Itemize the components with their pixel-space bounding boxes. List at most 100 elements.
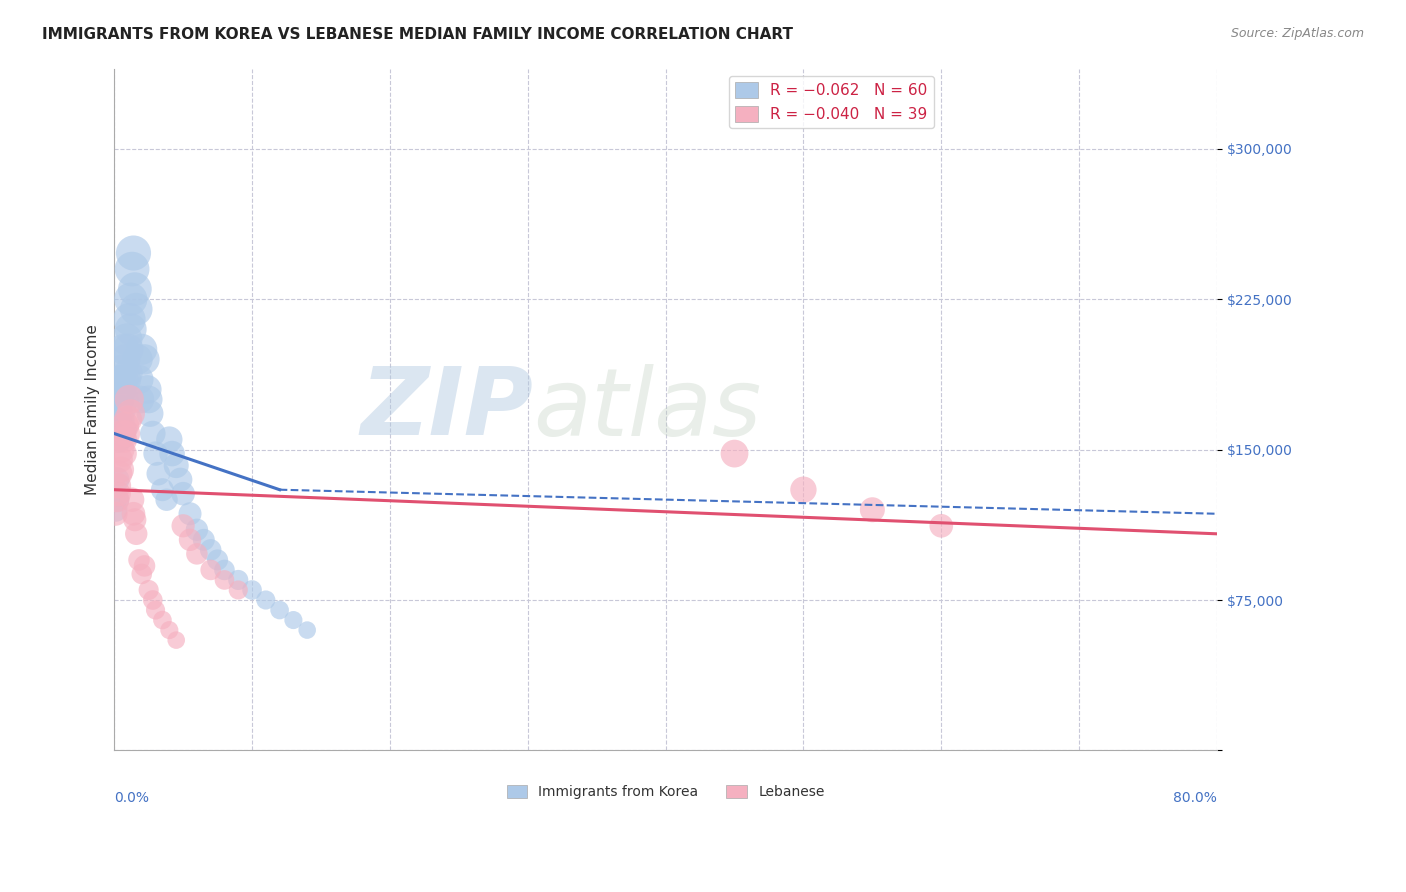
Point: [112, 372, 135, 386]
Point: [122, 507, 145, 521]
Point: [115, 426, 138, 441]
Point: [114, 418, 136, 433]
Point: [295, 623, 318, 637]
Text: 0.0%: 0.0%: [114, 791, 149, 805]
Point: [142, 426, 165, 441]
Point: [111, 362, 134, 376]
Point: [283, 613, 305, 627]
Point: [118, 312, 141, 326]
Point: [110, 442, 132, 457]
Legend: R = −0.062   N = 60, R = −0.040   N = 39: R = −0.062 N = 60, R = −0.040 N = 39: [730, 76, 934, 128]
Point: [226, 582, 249, 597]
Point: [160, 447, 183, 461]
Point: [108, 467, 131, 481]
Point: [172, 486, 194, 500]
Point: [110, 392, 132, 407]
Point: [129, 392, 152, 407]
Point: [114, 392, 136, 407]
Point: [179, 533, 201, 547]
Point: [226, 573, 249, 587]
Point: [157, 623, 180, 637]
Point: [114, 352, 136, 367]
Point: [107, 478, 129, 492]
Point: [105, 492, 128, 507]
Y-axis label: Median Family Income: Median Family Income: [86, 324, 100, 495]
Point: [115, 332, 138, 346]
Point: [111, 383, 134, 397]
Point: [121, 262, 143, 277]
Point: [929, 518, 952, 533]
Point: [186, 547, 208, 561]
Point: [117, 343, 139, 357]
Point: [107, 486, 129, 500]
Point: [107, 433, 129, 447]
Point: [125, 526, 148, 541]
Point: [117, 367, 139, 381]
Point: [165, 633, 187, 648]
Point: [112, 343, 135, 357]
Text: ZIP: ZIP: [360, 363, 533, 456]
Point: [200, 542, 222, 557]
Point: [269, 603, 291, 617]
Point: [139, 407, 162, 421]
Point: [105, 473, 128, 487]
Point: [240, 582, 263, 597]
Point: [136, 383, 159, 397]
Point: [127, 352, 149, 367]
Point: [145, 447, 167, 461]
Point: [112, 423, 135, 437]
Point: [179, 507, 201, 521]
Point: [120, 322, 142, 336]
Point: [118, 392, 141, 407]
Point: [131, 566, 153, 581]
Point: [111, 426, 134, 441]
Point: [134, 558, 156, 573]
Point: [152, 483, 174, 497]
Point: [108, 452, 131, 467]
Point: [124, 513, 146, 527]
Point: [860, 502, 883, 516]
Text: Source: ZipAtlas.com: Source: ZipAtlas.com: [1230, 27, 1364, 40]
Point: [254, 593, 277, 607]
Point: [125, 302, 148, 317]
Point: [107, 412, 129, 426]
Point: [200, 563, 222, 577]
Point: [117, 412, 139, 426]
Point: [134, 352, 156, 367]
Point: [112, 447, 135, 461]
Point: [108, 407, 131, 421]
Point: [723, 447, 745, 461]
Point: [108, 426, 131, 441]
Text: 80.0%: 80.0%: [1173, 791, 1218, 805]
Point: [138, 582, 160, 597]
Point: [169, 473, 191, 487]
Point: [120, 292, 142, 306]
Point: [110, 412, 132, 426]
Point: [157, 433, 180, 447]
Point: [142, 593, 165, 607]
Point: [792, 483, 814, 497]
Point: [155, 492, 177, 507]
Point: [186, 523, 208, 537]
Point: [193, 533, 215, 547]
Point: [111, 402, 134, 417]
Point: [104, 507, 127, 521]
Point: [172, 518, 194, 533]
Point: [120, 407, 142, 421]
Point: [112, 433, 135, 447]
Point: [104, 502, 127, 516]
Point: [214, 573, 236, 587]
Point: [145, 603, 167, 617]
Point: [105, 492, 128, 507]
Point: [165, 458, 187, 473]
Point: [124, 282, 146, 296]
Point: [152, 613, 174, 627]
Point: [115, 372, 138, 386]
Point: [207, 553, 229, 567]
Point: [110, 372, 132, 386]
Point: [121, 492, 143, 507]
Point: [148, 467, 170, 481]
Point: [128, 372, 150, 386]
Text: atlas: atlas: [533, 364, 762, 455]
Point: [122, 246, 145, 260]
